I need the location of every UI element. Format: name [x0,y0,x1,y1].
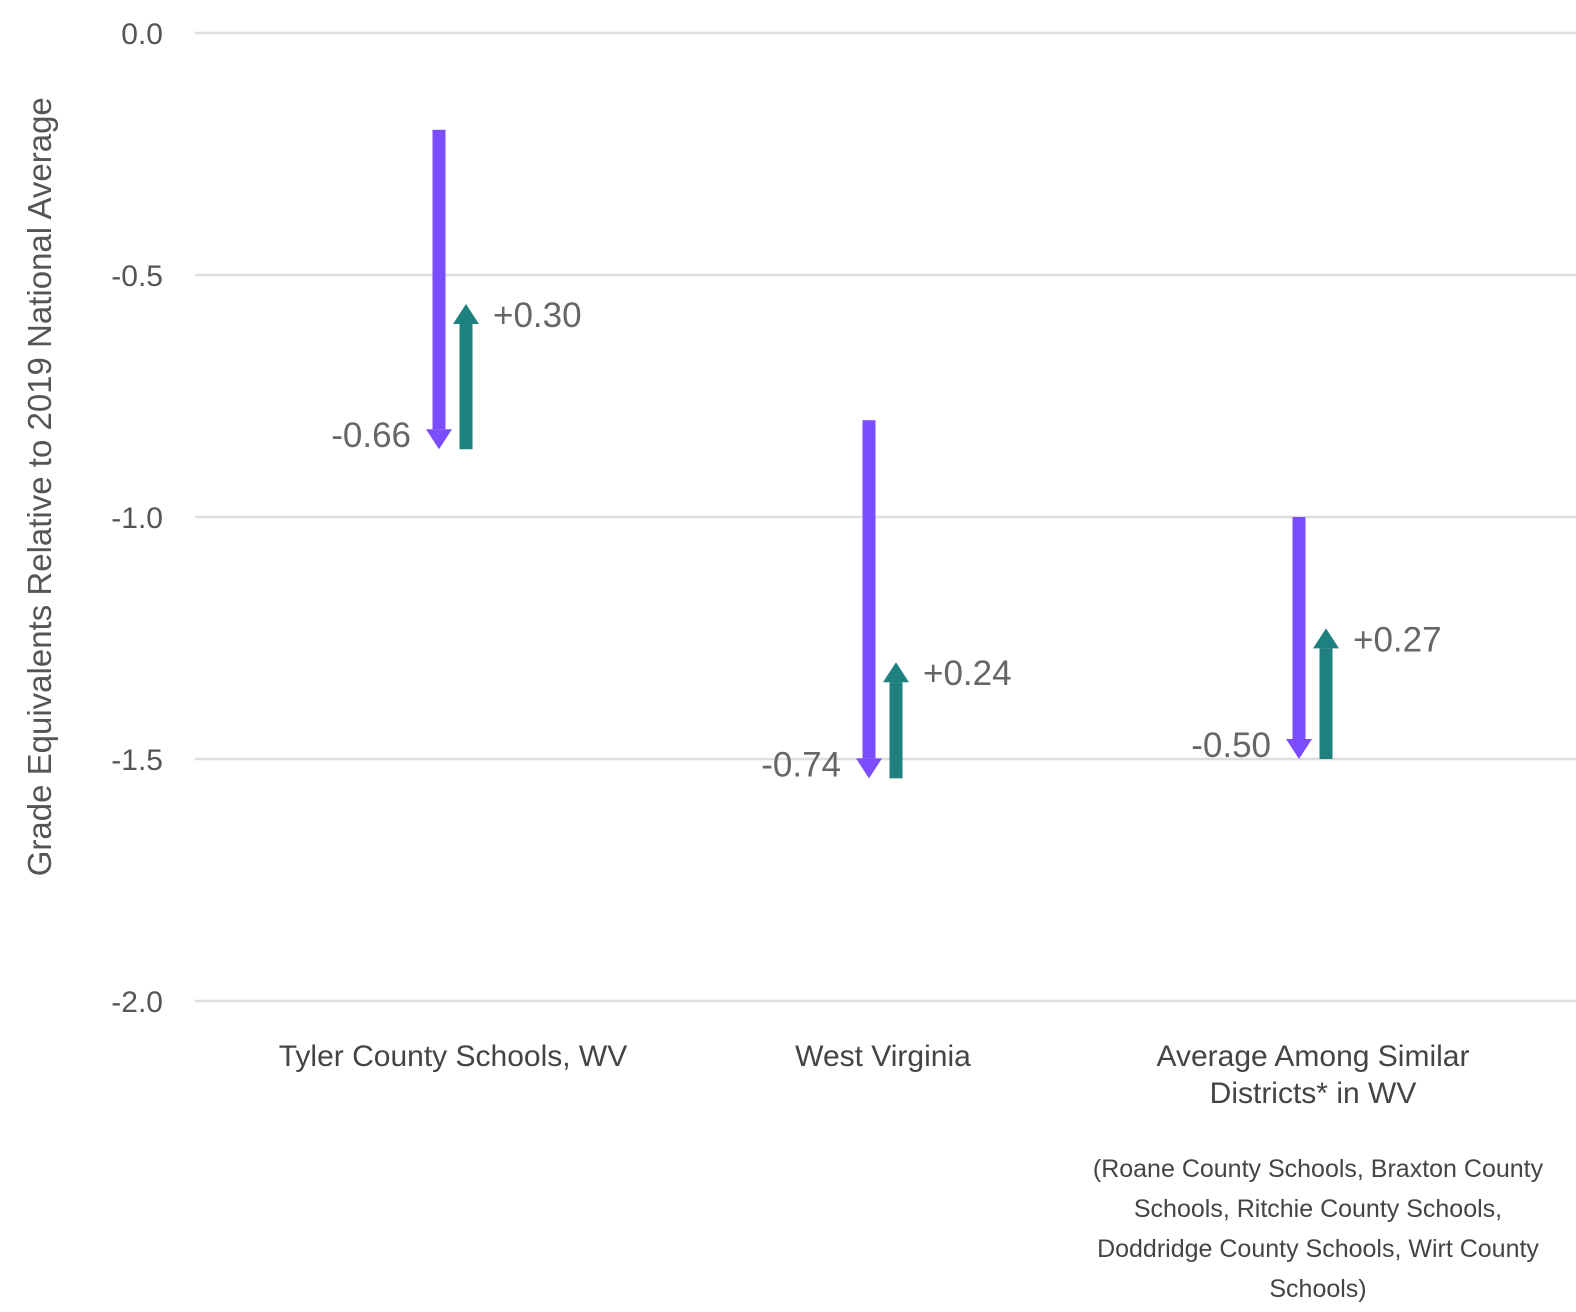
arrow-shaft [862,420,876,759]
value-labels: -0.66 -0.74 -0.50 +0.30 +0.24 +0.27 [331,296,1441,784]
arrow-shaft [1292,517,1306,739]
category-note: Schools, Ritchie County Schools, [1134,1195,1502,1223]
category-label: Average Among Similar [1157,1040,1470,1073]
decline-arrow [1286,517,1312,759]
y-tick-label: -1.0 [111,502,163,535]
category-label: West Virginia [795,1040,971,1073]
arrow-head [426,429,452,450]
arrow-head [1286,739,1312,759]
y-tick-label: -1.5 [111,744,163,777]
decline-value-label: -0.50 [1191,726,1271,765]
arrow-shaft [459,324,473,450]
category-label: Tyler County Schools, WV [279,1040,627,1073]
category-label: Districts* in WV [1210,1077,1417,1110]
recovery-arrow [883,662,909,779]
y-tick-label: -0.5 [111,260,163,293]
arrow-head [1313,628,1339,649]
category-note: Schools) [1269,1275,1366,1303]
recovery-value-label: +0.27 [1353,620,1442,659]
y-axis-ticks: 0.0 -0.5 -1.0 -1.5 -2.0 [111,18,163,1019]
category-note: Doddridge County Schools, Wirt County [1097,1235,1539,1263]
arrow-shaft [1319,648,1333,759]
arrows [426,129,1339,779]
arrow-head [453,304,479,325]
arrow-head [883,662,909,683]
arrow-head [856,758,882,779]
recovery-value-label: +0.30 [493,296,582,335]
decline-value-label: -0.74 [761,745,841,784]
decline-value-label: -0.66 [331,416,411,455]
decline-arrow [426,129,452,450]
y-tick-label: -2.0 [111,986,163,1019]
arrow-shaft [432,129,446,430]
gridlines [195,31,1576,1003]
recovery-arrow [453,304,479,450]
category-labels: Tyler County Schools, WV West Virginia Ave… [279,1040,1544,1303]
arrow-shaft [889,682,903,779]
y-tick-label: 0.0 [121,18,163,51]
recovery-value-label: +0.24 [923,654,1012,693]
decline-arrow [856,420,882,779]
category-note: (Roane County Schools, Braxton County [1093,1155,1544,1183]
recovery-arrow [1313,628,1339,759]
y-axis-label: Grade Equivalents Relative to 2019 Natio… [21,97,58,876]
